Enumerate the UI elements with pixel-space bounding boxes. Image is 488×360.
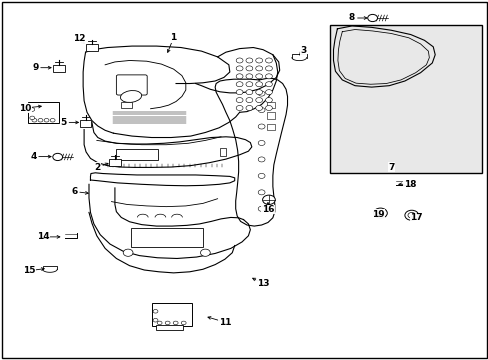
Text: 13: 13 [256,279,269,288]
Circle shape [404,210,418,220]
Text: 8: 8 [348,13,354,22]
Circle shape [200,249,210,256]
Text: 19: 19 [371,210,384,219]
Circle shape [181,321,186,325]
Text: 14: 14 [37,233,49,241]
Bar [220,148,225,156]
Circle shape [258,206,264,211]
Bar [329,25,481,173]
Circle shape [373,208,386,218]
Circle shape [262,195,275,204]
Circle shape [30,116,35,120]
Circle shape [245,66,252,71]
Circle shape [32,118,37,122]
Bar [151,303,191,326]
Circle shape [265,66,272,71]
Circle shape [173,321,178,325]
Circle shape [255,74,262,79]
Bar [266,102,275,108]
Bar [156,325,183,330]
Circle shape [236,58,243,63]
Text: 9: 9 [32,63,39,72]
Bar [109,159,121,166]
Bar [116,149,158,160]
Circle shape [258,91,264,96]
Circle shape [236,74,243,79]
Text: 11: 11 [218,318,231,327]
Circle shape [376,210,384,216]
Circle shape [245,90,252,95]
Text: 4: 4 [30,152,37,161]
Polygon shape [215,78,287,226]
Circle shape [258,124,264,129]
Text: 1: 1 [170,33,176,42]
Circle shape [123,249,133,256]
Circle shape [245,58,252,63]
Text: 6: 6 [71,187,77,196]
Circle shape [258,108,264,113]
Circle shape [255,90,262,95]
Circle shape [236,82,243,87]
Ellipse shape [120,91,142,102]
FancyBboxPatch shape [116,75,147,95]
Circle shape [255,58,262,63]
Text: 5: 5 [61,118,66,127]
Circle shape [255,66,262,71]
Circle shape [245,105,252,111]
Circle shape [50,118,55,122]
Circle shape [245,98,252,103]
Circle shape [165,321,170,325]
Text: 2: 2 [95,163,101,172]
Circle shape [245,74,252,79]
Bar [28,102,59,123]
Circle shape [236,90,243,95]
Circle shape [258,140,264,145]
Circle shape [153,310,158,313]
Bar [53,65,64,72]
Circle shape [265,74,272,79]
Circle shape [265,98,272,103]
Circle shape [236,66,243,71]
Circle shape [245,82,252,87]
Text: 7: 7 [387,163,394,172]
Text: 3: 3 [300,46,305,55]
Circle shape [53,153,62,161]
Circle shape [367,14,377,22]
Circle shape [157,321,162,325]
Circle shape [153,318,158,322]
Text: 10: 10 [19,104,32,112]
Bar [266,112,275,119]
Circle shape [38,118,43,122]
Circle shape [255,105,262,111]
Circle shape [236,105,243,111]
Circle shape [407,212,415,218]
Bar [121,102,132,108]
Circle shape [258,190,264,195]
Circle shape [255,82,262,87]
Text: 17: 17 [409,213,422,222]
Circle shape [265,90,272,95]
Text: 16: 16 [261,205,274,214]
Text: 15: 15 [23,266,36,275]
Bar [266,124,275,130]
Bar [86,44,98,51]
Circle shape [30,108,35,111]
Bar [80,120,91,127]
Circle shape [255,98,262,103]
Bar [131,228,203,247]
Text: 18: 18 [403,180,415,189]
Text: 12: 12 [73,34,85,43]
Circle shape [236,98,243,103]
Circle shape [265,82,272,87]
Circle shape [44,118,49,122]
Circle shape [258,174,264,179]
Circle shape [258,157,264,162]
Circle shape [265,105,272,111]
Circle shape [265,58,272,63]
